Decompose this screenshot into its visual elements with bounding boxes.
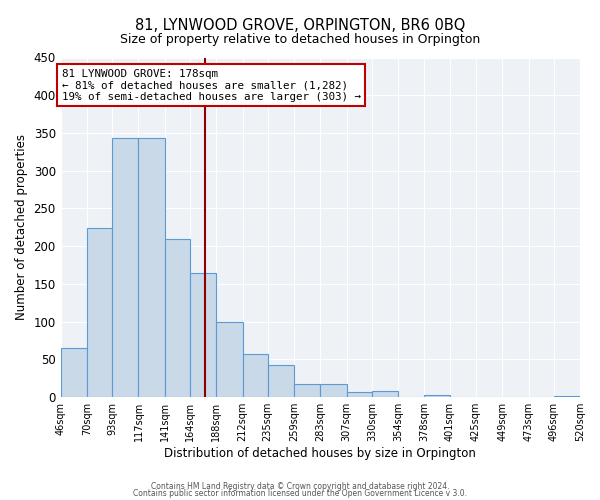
Bar	[372, 391, 398, 397]
Text: Size of property relative to detached houses in Orpington: Size of property relative to detached ho…	[120, 32, 480, 46]
Bar	[190, 272, 216, 397]
Bar	[554, 396, 580, 397]
Text: 81 LYNWOOD GROVE: 178sqm
← 81% of detached houses are smaller (1,282)
19% of sem: 81 LYNWOOD GROVE: 178sqm ← 81% of detach…	[62, 69, 361, 102]
Bar	[61, 348, 87, 397]
Bar	[112, 138, 139, 397]
Bar	[268, 364, 294, 397]
Bar	[320, 384, 347, 397]
Bar	[165, 238, 190, 397]
Bar	[139, 138, 165, 397]
Bar	[87, 228, 112, 397]
Bar	[347, 392, 372, 397]
Text: 81, LYNWOOD GROVE, ORPINGTON, BR6 0BQ: 81, LYNWOOD GROVE, ORPINGTON, BR6 0BQ	[135, 18, 465, 32]
Text: Contains HM Land Registry data © Crown copyright and database right 2024.: Contains HM Land Registry data © Crown c…	[151, 482, 449, 491]
Y-axis label: Number of detached properties: Number of detached properties	[15, 134, 28, 320]
Bar	[294, 384, 320, 397]
X-axis label: Distribution of detached houses by size in Orpington: Distribution of detached houses by size …	[164, 447, 476, 460]
Bar	[216, 322, 242, 397]
Bar	[424, 395, 449, 397]
Bar	[242, 354, 268, 397]
Text: Contains public sector information licensed under the Open Government Licence v : Contains public sector information licen…	[133, 489, 467, 498]
